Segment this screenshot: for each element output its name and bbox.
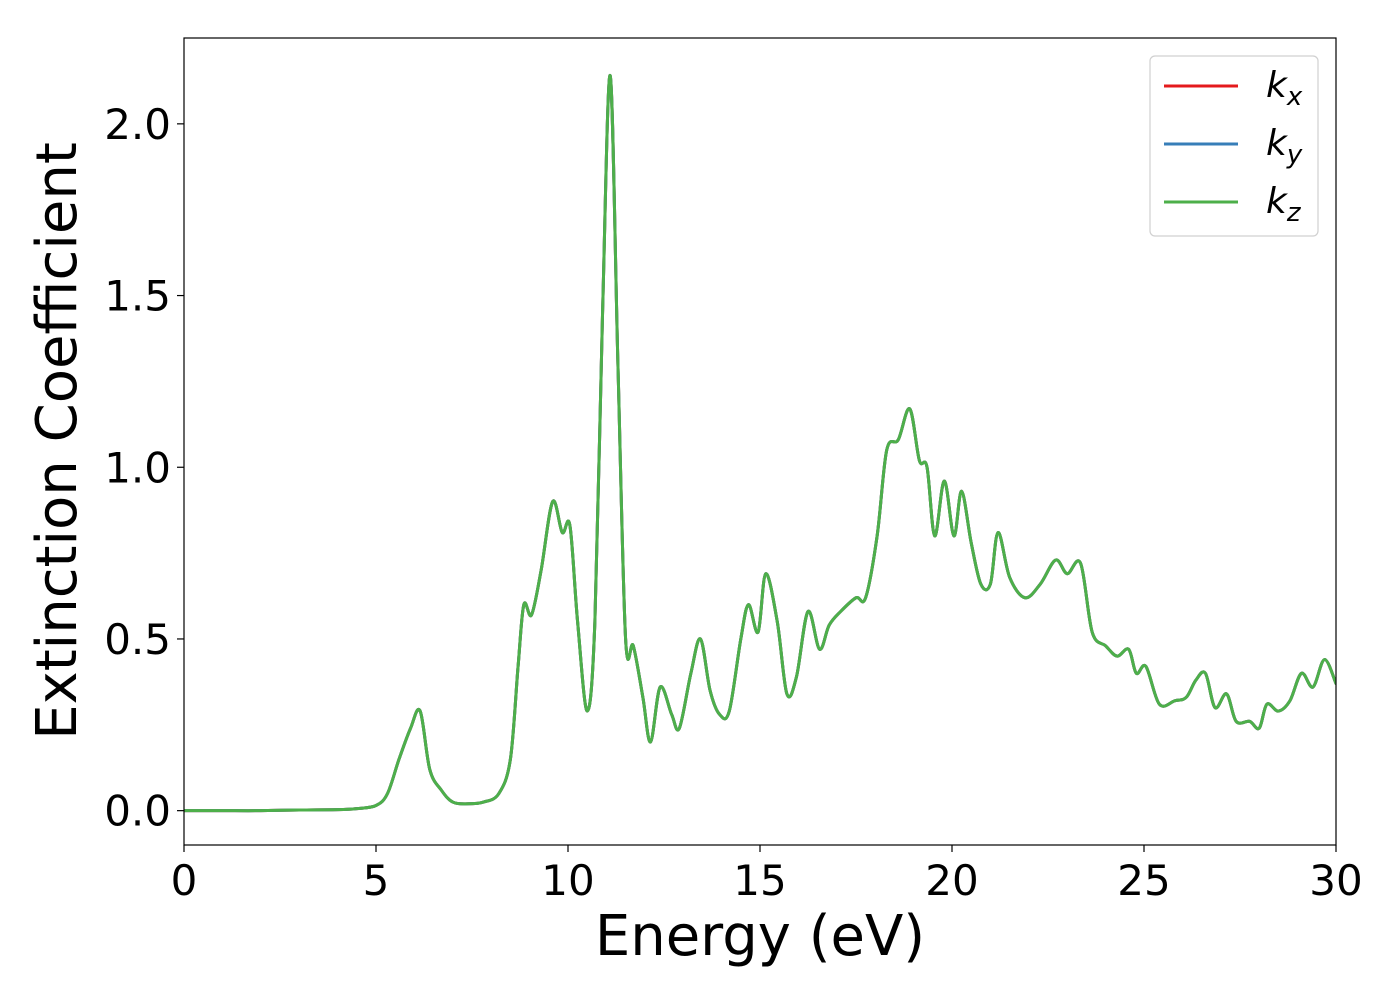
legend-box	[1149, 55, 1319, 237]
series-layer	[184, 74, 1336, 813]
y-tick-label: 0.0	[104, 787, 171, 836]
legend-label-ky: ky	[1266, 123, 1303, 170]
y-axis-label: Extinction Coefficient	[25, 142, 90, 740]
y-axis: 0.0 0.5 1.0 1.5 2.0	[104, 100, 184, 836]
x-tick-label: 10	[541, 856, 594, 905]
x-tick-label: 15	[733, 856, 786, 905]
x-axis-label: Energy (eV)	[595, 904, 925, 969]
y-tick-label: 0.5	[104, 615, 171, 664]
x-tick-label: 5	[363, 856, 390, 905]
x-axis: 0 5 10 15 20 25 30	[171, 845, 1363, 905]
legend-label-kx: kx	[1266, 65, 1303, 112]
y-tick-label: 2.0	[104, 100, 171, 149]
y-tick-label: 1.5	[104, 272, 171, 321]
x-tick-label: 30	[1309, 856, 1362, 905]
x-tick-label: 20	[925, 856, 978, 905]
x-tick-label: 25	[1117, 856, 1170, 905]
x-tick-label: 0	[171, 856, 198, 905]
y-tick-label: 1.0	[104, 443, 171, 492]
series-line-k-z	[184, 74, 1336, 813]
legend-label-kz: kz	[1266, 181, 1302, 228]
legend: kx ky kz	[1149, 55, 1319, 237]
